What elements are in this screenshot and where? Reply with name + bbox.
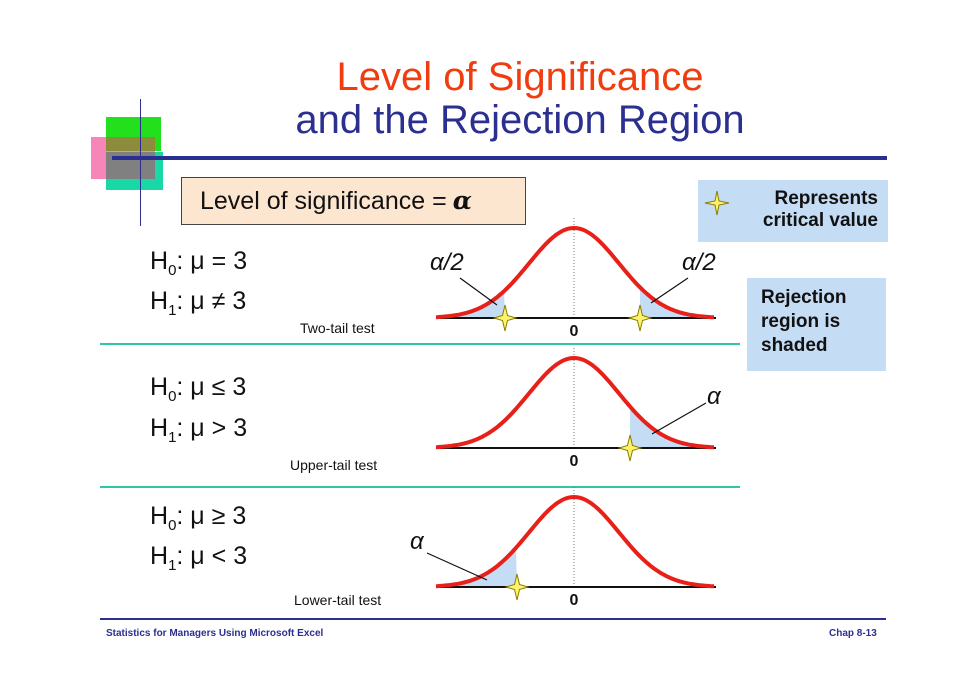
- alpha-upper-label: α: [707, 383, 722, 410]
- pointer-line: [459, 277, 498, 306]
- zero-label: 0: [570, 453, 579, 470]
- h1-subscript: 1: [168, 557, 177, 574]
- alpha-lower-label: α: [410, 528, 425, 555]
- h0-letter: H: [150, 373, 169, 401]
- rejection-legend-line2: region is: [761, 311, 841, 332]
- decor-vertical-line: [140, 99, 141, 226]
- critical-value-star: [617, 434, 643, 462]
- footer-chapter: Chap 8-13: [829, 628, 877, 639]
- normal-curve: [435, 355, 715, 450]
- h0-lower-tail: H0: μ ≥ 3: [150, 501, 246, 541]
- h1-letter: H: [150, 542, 169, 570]
- h1-statement: : μ < 3: [176, 542, 248, 570]
- h0-letter: H: [150, 247, 169, 275]
- h1-statement: : μ ≠ 3: [176, 287, 247, 315]
- h0-subscript: 0: [168, 517, 177, 534]
- critical-value-star: [504, 573, 530, 601]
- h0-statement: : μ = 3: [176, 247, 248, 275]
- h0-statement: : μ ≥ 3: [176, 502, 247, 530]
- separator-2: [100, 486, 740, 488]
- critical-value-star: [627, 304, 653, 332]
- alpha-symbol: α: [452, 186, 472, 215]
- rejection-region-legend: Rejection region is shaded: [747, 278, 886, 371]
- upper-tail-label: Upper-tail test: [290, 457, 378, 473]
- pointer-line: [651, 402, 707, 435]
- rejection-region-right: [630, 406, 714, 448]
- lower-tail-label: Lower-tail test: [294, 592, 382, 608]
- h1-subscript: 1: [168, 429, 177, 446]
- zero-label: 0: [570, 592, 579, 609]
- h0-statement: : μ ≤ 3: [176, 373, 247, 401]
- alpha-half-left-label: α/2: [430, 249, 464, 276]
- footer-source: Statistics for Managers Using Microsoft …: [106, 628, 324, 639]
- h1-upper-tail: H1: μ > 3: [150, 413, 247, 453]
- rejection-region-left: [436, 547, 517, 587]
- h1-subscript: 1: [168, 302, 177, 319]
- h1-lower-tail: H1: μ < 3: [150, 541, 247, 581]
- title-underline: [112, 156, 887, 160]
- h0-subscript: 0: [168, 262, 177, 279]
- star-icon: [704, 190, 730, 216]
- h1-letter: H: [150, 287, 169, 315]
- rejection-legend-line1: Rejection: [761, 287, 847, 308]
- h1-statement: : μ > 3: [176, 414, 248, 442]
- rejection-region-left: [436, 291, 505, 318]
- h1-letter: H: [150, 414, 169, 442]
- rejection-region-right: [640, 287, 714, 318]
- h0-subscript: 0: [168, 388, 177, 405]
- h0-letter: H: [150, 502, 169, 530]
- critical-value-legend-line2: critical value: [762, 210, 878, 231]
- h0-two-tail: H0: μ = 3: [150, 246, 247, 286]
- zero-label: 0: [570, 323, 579, 340]
- h1-two-tail: H1: μ ≠ 3: [150, 286, 246, 326]
- decor-square-overlap: [106, 137, 155, 151]
- critical-value-star: [492, 304, 518, 332]
- pointer-line: [426, 552, 488, 581]
- alpha-half-right-label: α/2: [682, 249, 716, 276]
- significance-label: Level of significance =: [200, 187, 447, 215]
- critical-value-legend: Represents critical value: [698, 180, 888, 242]
- slide-title-line2: and the Rejection Region: [295, 98, 745, 142]
- significance-box: Level of significance = α: [181, 177, 526, 225]
- normal-curve: [435, 225, 715, 320]
- pointer-line: [650, 277, 689, 304]
- h0-upper-tail: H0: μ ≤ 3: [150, 372, 246, 412]
- rejection-legend-line3: shaded: [761, 335, 828, 356]
- critical-value-legend-line1: Represents: [774, 188, 879, 209]
- separator-1: [100, 343, 740, 345]
- footer-line: [100, 618, 886, 620]
- two-tail-label: Two-tail test: [300, 320, 375, 336]
- normal-curve: [435, 494, 715, 589]
- slide-title-line1: Level of Significance: [336, 55, 704, 99]
